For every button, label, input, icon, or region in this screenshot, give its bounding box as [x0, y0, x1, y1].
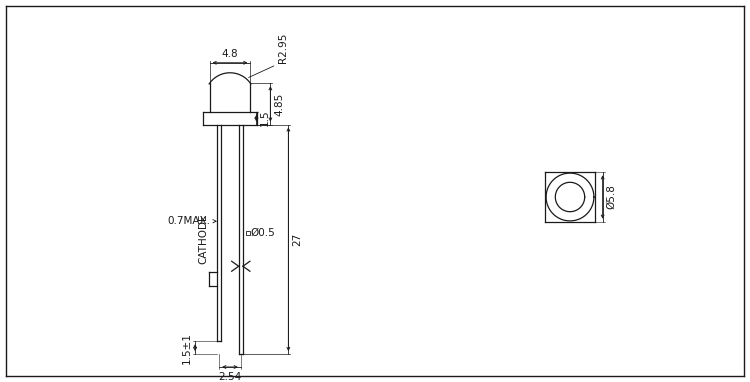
Text: 1.5±1: 1.5±1	[182, 332, 192, 364]
Text: 27: 27	[292, 233, 302, 246]
Text: 0.7MAX.: 0.7MAX.	[167, 216, 210, 226]
Text: Ø0.5: Ø0.5	[251, 228, 276, 238]
Text: 2.54: 2.54	[218, 372, 242, 382]
Text: 4.8: 4.8	[222, 49, 238, 59]
Bar	[246, 231, 250, 235]
Text: 1.5: 1.5	[260, 110, 269, 126]
Text: Ø5.8: Ø5.8	[607, 185, 616, 209]
Text: CATHODE: CATHODE	[198, 214, 208, 264]
Text: R2.95: R2.95	[278, 32, 289, 63]
Text: 4.85: 4.85	[274, 92, 284, 115]
